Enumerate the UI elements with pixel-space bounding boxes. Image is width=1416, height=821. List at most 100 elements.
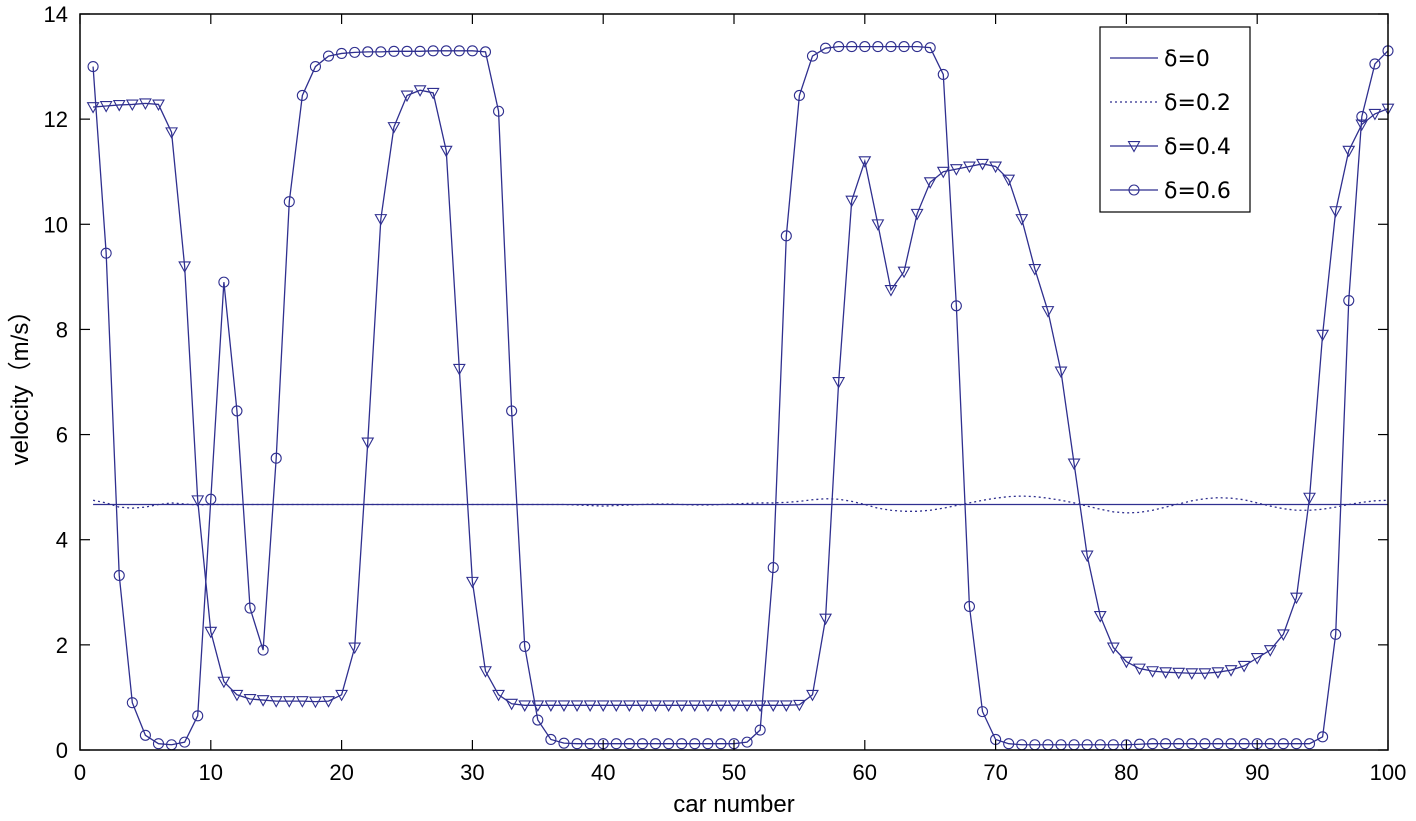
data-point [884,285,898,297]
data-point [741,736,753,748]
data-point [152,738,165,750]
x-tick-label: 50 [722,760,746,785]
data-point [819,613,832,626]
y-axis-title: velocity（m/s） [7,299,34,466]
data-point [100,247,112,259]
data-point [387,122,401,134]
data-point [1224,665,1238,677]
legend-label: δ=0.6 [1164,179,1231,204]
data-point [688,700,702,712]
data-point [583,700,597,712]
data-point [1238,738,1250,750]
data-point [820,42,832,54]
data-point [1003,738,1015,750]
data-point [1133,738,1146,750]
data-point [230,689,244,702]
data-point [1002,174,1016,187]
data-point [479,46,492,58]
data-point [949,164,963,176]
data-point [937,68,949,81]
data-point [793,89,805,102]
data-point [152,99,165,112]
data-point [1290,738,1302,750]
data-point [1067,458,1081,471]
data-point [531,700,545,712]
data-point [833,41,845,53]
data-point [1329,206,1343,218]
data-point [519,640,531,652]
data-point [126,697,138,709]
data-point [413,85,427,97]
data-point [570,700,584,712]
x-tick-label: 40 [591,760,615,785]
data-point [1106,642,1120,655]
legend-entries: δ=0 δ=0.2 δ=0.4 δ=0.6 [1110,47,1231,204]
data-point [1303,492,1316,505]
data-point [296,89,308,102]
data-point [269,696,283,708]
data-point [453,45,465,57]
data-point [138,98,152,111]
data-point [112,99,126,112]
data-point [596,700,610,712]
y-tick-label: 10 [44,212,68,237]
data-point [218,276,230,288]
data-point [440,45,452,57]
data-point [243,694,257,706]
data-point [558,737,570,749]
data-point [911,41,923,53]
data-point [727,700,741,712]
x-tick-label: 60 [853,760,877,785]
data-point [113,569,125,582]
data-point [544,700,558,712]
data-point [779,700,793,712]
data-point [231,405,243,417]
legend-label: δ=0 [1164,47,1210,72]
data-point [1356,110,1368,123]
data-point [1211,667,1225,679]
data-point [923,177,937,189]
data-point [139,729,151,741]
legend: δ=0 δ=0.2 δ=0.4 δ=0.6 [1099,26,1251,213]
data-point [322,50,335,62]
data-point [1237,660,1251,673]
data-point [780,230,792,242]
data-point [1303,738,1316,750]
y-tick-label: 8 [56,317,68,342]
data-point [885,41,897,53]
legend-marker [1128,184,1140,196]
x-tick-label: 70 [983,760,1007,785]
legend-marker [1127,141,1141,153]
data-point [649,700,662,712]
legend-label: δ=0.2 [1164,91,1231,116]
data-point [348,642,362,655]
data-point [1317,731,1329,743]
data-point [244,602,256,614]
data-point [675,700,689,712]
y-tick-label: 4 [56,528,68,553]
data-point [400,90,414,103]
y-tick-label: 6 [56,423,68,448]
y-tick-label: 14 [44,2,68,27]
data-point [950,300,962,312]
data-point [518,700,532,712]
data-point [427,45,439,57]
data-point [295,696,309,708]
data-point [1198,668,1212,680]
data-point [466,45,478,57]
data-point [1368,108,1382,121]
data-point [806,689,819,702]
data-point [753,700,767,712]
data-point [178,261,192,273]
data-point [439,145,453,158]
data-point [792,699,806,712]
data-point [714,700,728,712]
series-line-2 [93,89,1389,706]
data-point [858,156,872,168]
series-markers-2 [86,85,1395,712]
x-tick-label: 0 [74,760,86,785]
data-point [976,706,989,718]
data-point [1080,550,1094,563]
data-point [1133,663,1146,676]
